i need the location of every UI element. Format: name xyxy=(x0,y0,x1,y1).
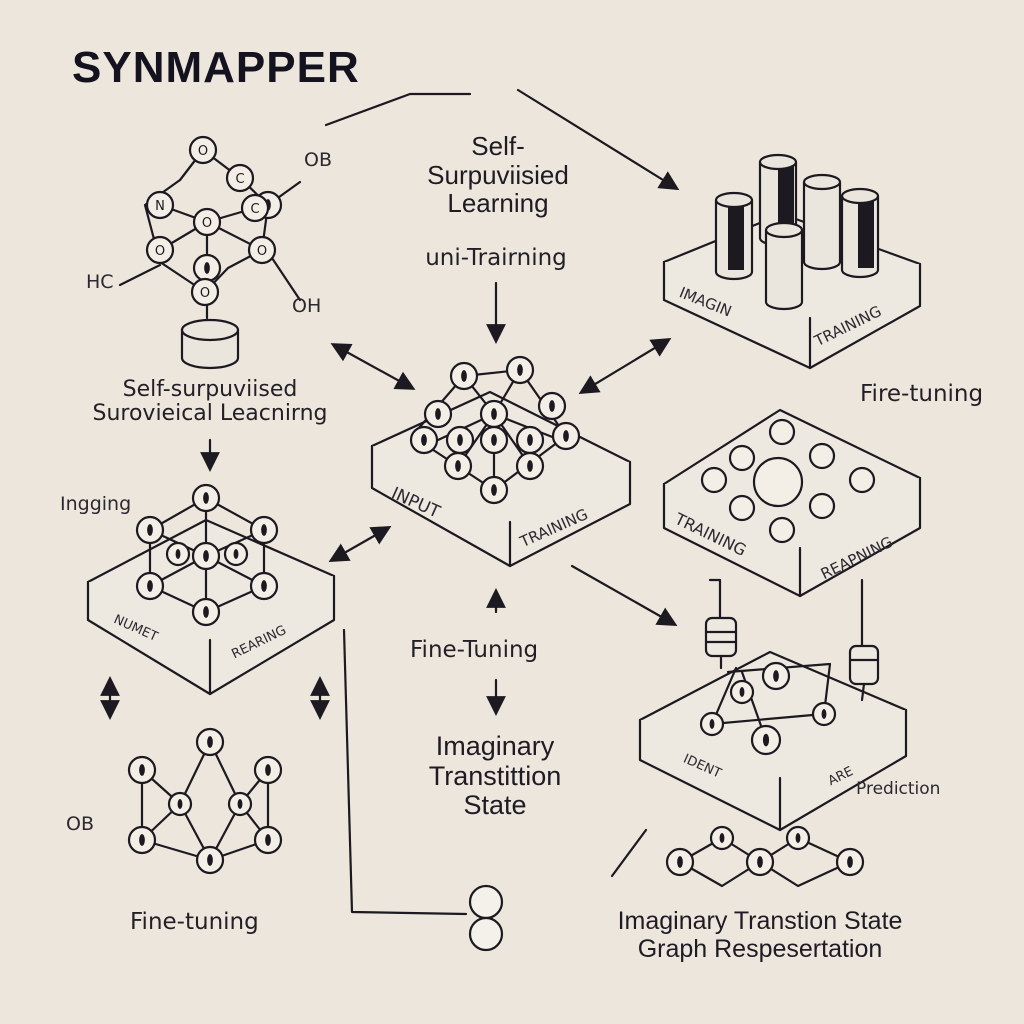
left-platform xyxy=(86,496,336,696)
node-core xyxy=(773,670,779,682)
node-core xyxy=(237,799,243,809)
node-letter: C xyxy=(250,202,259,217)
node-core xyxy=(795,833,801,843)
molecule-nodes: O C N O C O O O xyxy=(127,135,876,877)
left-self-supervised-label: Self-surpuviised Surovieical Leacnirng xyxy=(92,377,328,427)
prediction-label: Prediction xyxy=(856,779,941,799)
two-circle-icon xyxy=(468,884,504,952)
grid-circle xyxy=(752,456,804,508)
molecule-node xyxy=(145,190,175,220)
center-platform xyxy=(370,368,632,568)
grid-circle xyxy=(700,466,728,494)
cylinders-icon xyxy=(714,153,880,311)
fine-tuning-center-label: Fine-Tuning xyxy=(410,637,539,663)
node-core xyxy=(491,408,497,420)
node-core xyxy=(527,434,533,446)
node-core xyxy=(457,434,463,446)
node-core xyxy=(139,834,145,846)
grid-circle xyxy=(808,442,836,470)
ob-label-top: OB xyxy=(304,149,332,171)
node-letter: C xyxy=(235,172,244,187)
node-core xyxy=(847,856,853,868)
node-core xyxy=(527,460,533,472)
node-letter: O xyxy=(257,244,267,259)
node-core xyxy=(147,580,153,592)
node-core xyxy=(563,430,569,442)
node-core xyxy=(203,550,209,562)
fine-tuning-right-label: Fire-tuning xyxy=(860,381,984,407)
bottom-caption: Imaginary Transtion State Graph Respeser… xyxy=(617,907,903,963)
node-core xyxy=(435,408,441,420)
grid-circle xyxy=(728,444,756,472)
small-cylinder-icon xyxy=(180,318,240,370)
node-core xyxy=(517,364,523,376)
grid-circle xyxy=(808,492,836,520)
molecule-node xyxy=(192,207,222,237)
node-core xyxy=(147,524,153,536)
node-core xyxy=(821,709,827,719)
node-core xyxy=(203,492,209,504)
node-core xyxy=(455,460,461,472)
node-letter: O xyxy=(200,286,210,301)
uni-training-label: uni-Trairning xyxy=(425,245,567,271)
small-resistor-icons xyxy=(704,616,880,702)
node-core xyxy=(265,834,271,846)
node-core xyxy=(491,484,497,496)
hc-label: HC xyxy=(86,271,114,293)
imaging-left-label: Ingging xyxy=(60,493,132,515)
grid-circle xyxy=(768,418,796,446)
ob-label-bottom: OB xyxy=(66,813,94,835)
node-letter: O xyxy=(198,144,208,159)
node-core xyxy=(677,856,683,868)
node-core xyxy=(233,549,239,559)
node-core xyxy=(261,524,267,536)
grid-circle xyxy=(728,494,756,522)
grid-circle xyxy=(848,466,876,494)
oh-label: OH xyxy=(292,295,322,317)
node-core xyxy=(719,833,725,843)
node-core xyxy=(204,262,210,274)
node-core xyxy=(203,606,209,618)
node-core xyxy=(762,733,770,747)
node-core xyxy=(139,764,145,776)
molecule-node xyxy=(240,193,270,223)
node-core xyxy=(207,736,213,748)
node-core xyxy=(461,370,467,382)
self-supervised-heading: Self- Surpuviisied Learning xyxy=(427,131,569,219)
node-core xyxy=(177,799,183,809)
molecule-node xyxy=(145,235,175,265)
node-core xyxy=(207,854,213,866)
node-core xyxy=(421,434,427,446)
molecule-node xyxy=(247,235,277,265)
fine-tuning-bottom-left-label: Fine-tuning xyxy=(130,909,259,935)
page-title: SYNMAPPER xyxy=(72,43,360,92)
molecule-node xyxy=(188,135,218,165)
node-core xyxy=(261,580,267,592)
molecule-node xyxy=(225,163,255,193)
molecule-node xyxy=(190,277,220,307)
node-core xyxy=(757,856,763,868)
node-letter: O xyxy=(202,216,212,231)
imaginary-transition-state-label: Imaginary Transtittion State xyxy=(428,731,562,821)
node-letter: O xyxy=(155,244,165,259)
node-core xyxy=(175,549,181,559)
grid-circle xyxy=(768,516,796,544)
node-core xyxy=(709,719,715,729)
node-letter: N xyxy=(155,199,165,214)
node-core xyxy=(491,434,497,446)
arrows xyxy=(100,88,864,916)
node-core xyxy=(739,687,745,697)
node-core xyxy=(265,764,271,776)
node-core xyxy=(549,400,555,412)
